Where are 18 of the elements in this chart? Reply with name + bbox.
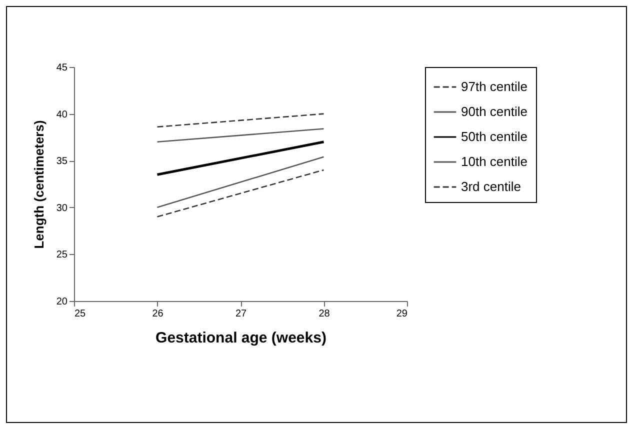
legend-label: 90th centile [461,104,528,119]
y-tick-label: 20 [56,296,68,308]
x-tick-label: 29 [396,308,408,320]
x-tick-label: 25 [74,308,86,320]
x-tick-label: 26 [152,308,164,320]
y-tick-label: 30 [56,202,68,214]
legend-label: 10th centile [461,154,528,169]
y-axis-title: Length (centimeters) [31,120,46,249]
legend-label: 97th centile [461,79,528,94]
x-tick-label: 27 [235,308,247,320]
y-tick-label: 40 [56,109,68,120]
y-tick-label: 45 [56,62,68,74]
x-tick-label: 28 [318,308,330,320]
legend-label: 50th centile [461,129,528,144]
y-tick-label: 35 [56,156,68,168]
x-axis-title: Gestational age (weeks) [156,330,326,346]
y-tick-label: 25 [56,250,68,261]
legend-label: 3rd centile [461,179,521,194]
